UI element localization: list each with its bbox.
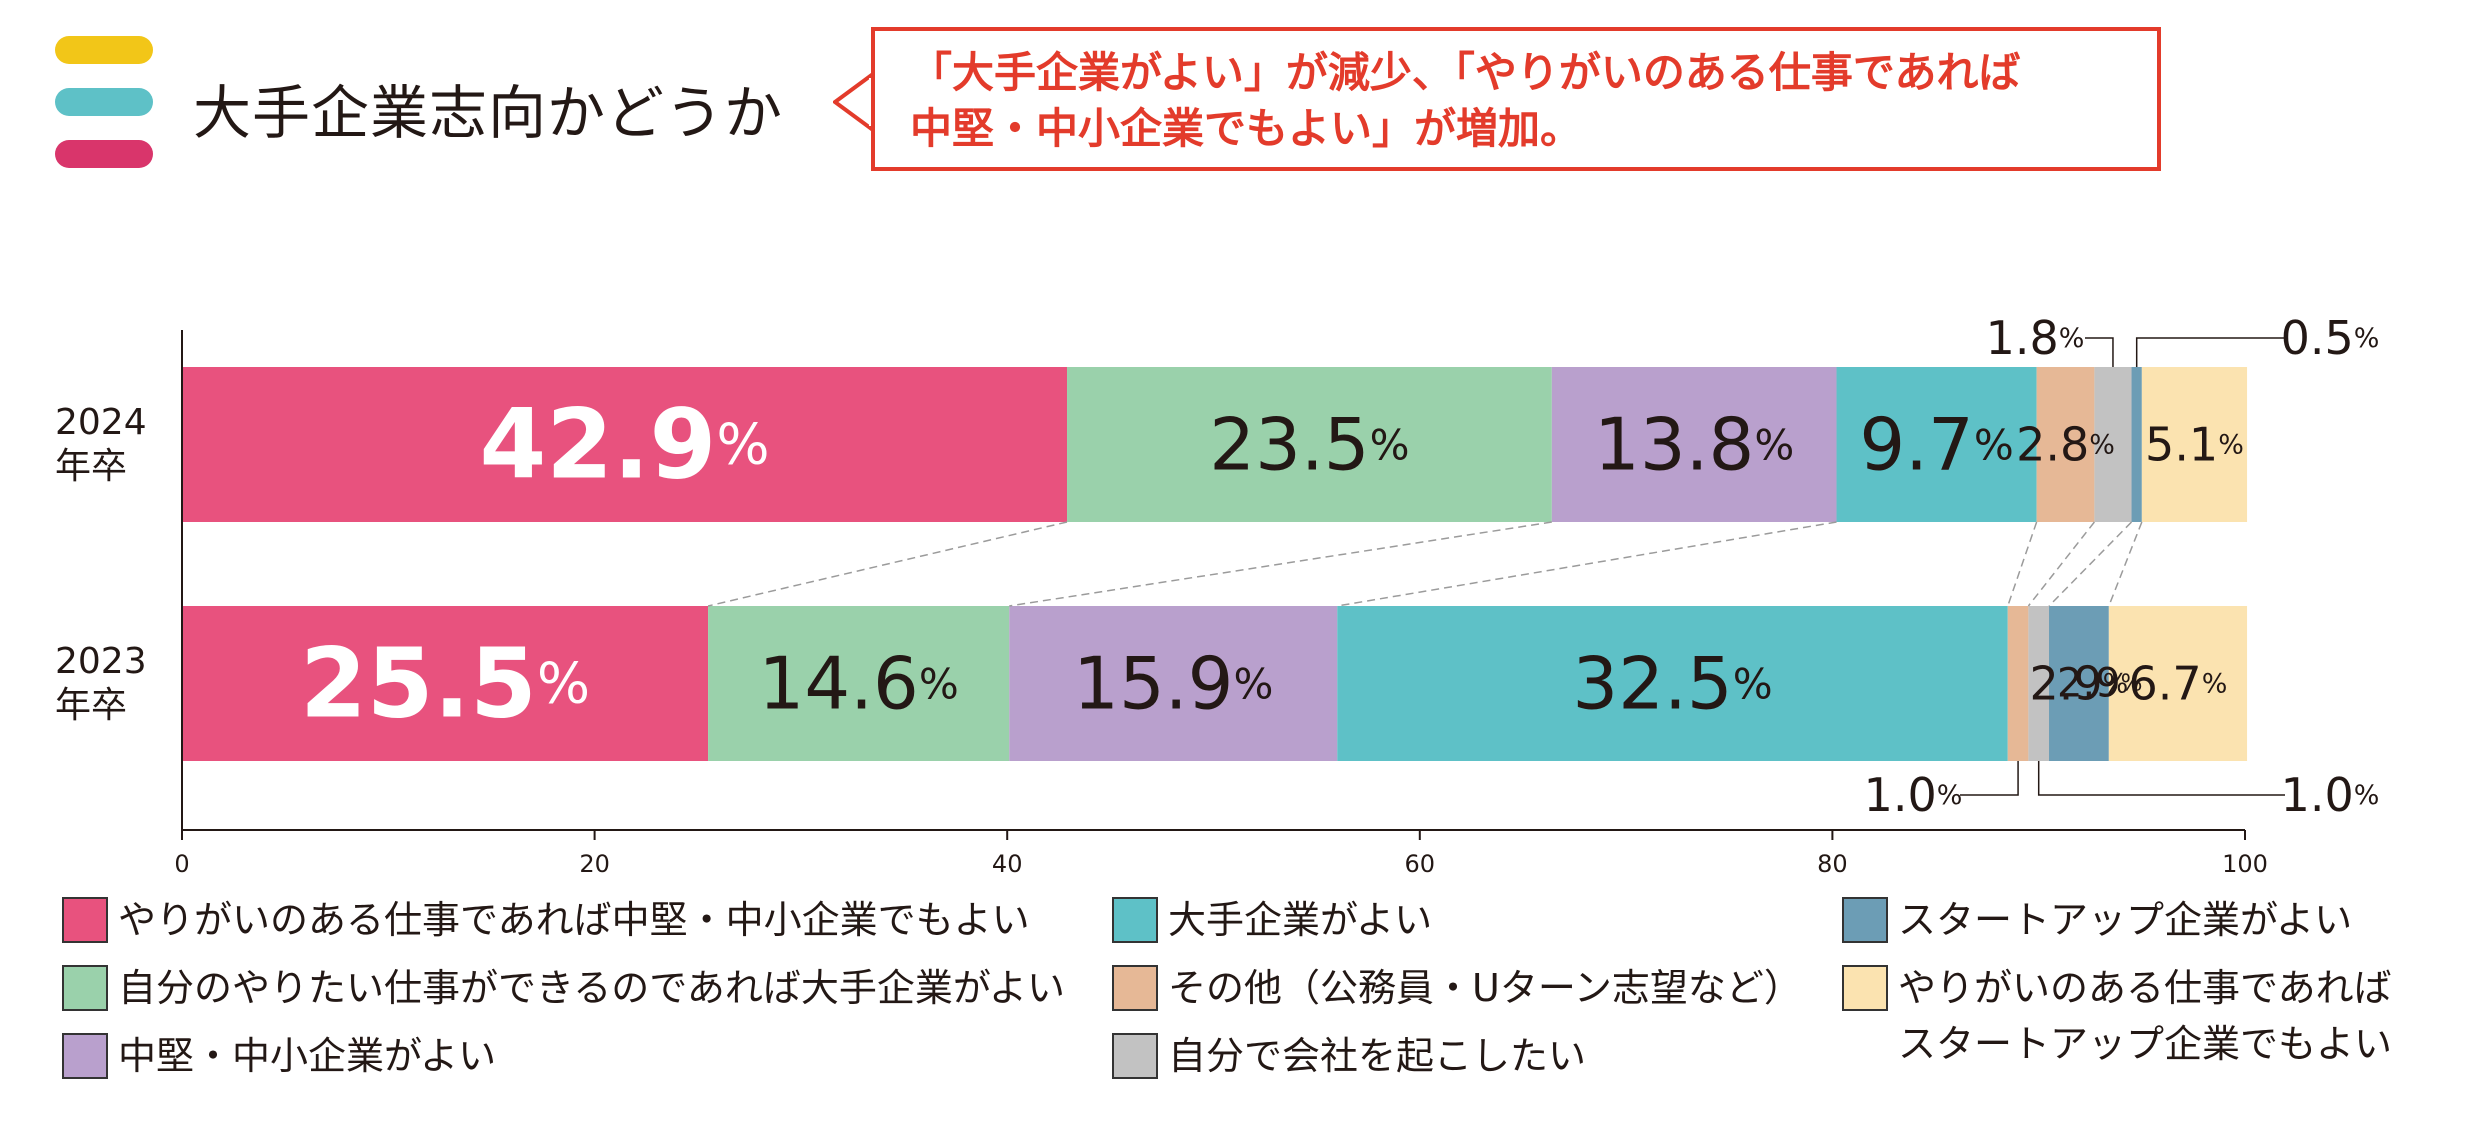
data-label: 32.5% — [1572, 642, 1772, 726]
legend-swatch — [62, 965, 108, 1011]
data-label: 15.9% — [1073, 642, 1273, 726]
bar-segment — [2131, 367, 2142, 522]
decorative-stripe-yellow — [55, 36, 153, 64]
x-tick-label: 80 — [1817, 850, 1848, 878]
category-label: 年卒 — [55, 446, 127, 487]
bar-segment — [182, 606, 709, 761]
legend-label: スタートアップ企業がよい — [1898, 898, 2353, 942]
data-label: 5.1% — [2145, 418, 2244, 472]
legend-swatch — [1112, 897, 1158, 943]
legend-item: スタートアップ企業がよい — [1842, 895, 2352, 945]
bar-segment — [2036, 367, 2095, 522]
bar-segment — [708, 606, 1010, 761]
bar-segment — [1067, 367, 1552, 522]
bar-segment — [2094, 367, 2132, 522]
leader-line — [2085, 337, 2114, 367]
outside-data-label: 1.0% — [2281, 768, 2380, 822]
legend-swatch — [62, 1033, 108, 1079]
legend-label: その他（公務員・Uターン志望など） — [1168, 966, 1802, 1010]
category-label: 2024 — [55, 402, 147, 443]
data-label: 2.9% — [2057, 661, 2142, 707]
data-label: 42.9% — [479, 389, 769, 501]
callout-line-1: 「大手企業がよい」が減少、「やりがいのある仕事であれば — [910, 48, 2021, 97]
x-tick-label: 100 — [2222, 850, 2268, 878]
legend-item: やりがいのある仕事であれば中堅・中小企業でもよい — [62, 895, 1030, 945]
connector-dashed-line — [2027, 521, 2095, 607]
data-label: 2.9% — [2030, 657, 2129, 711]
bar-segment — [1009, 606, 1338, 761]
data-label: 9.7% — [1859, 403, 2013, 487]
connector-dashed-line — [1337, 521, 1837, 607]
category-label: 2023 — [55, 641, 147, 682]
legend-swatch — [1112, 1033, 1158, 1079]
legend-item: 大手企業がよい — [1112, 895, 1432, 945]
leader-line — [2037, 761, 2285, 796]
data-label: 14.6% — [759, 642, 959, 726]
legend-swatch — [62, 897, 108, 943]
legend-label: 大手企業がよい — [1168, 898, 1433, 942]
connector-dashed-line — [2048, 521, 2133, 607]
decorative-stripe-pink — [55, 140, 153, 168]
chart-title: 大手企業志向かどうか — [193, 79, 784, 147]
outside-data-label: 0.5% — [2281, 311, 2380, 365]
connector-dashed-line — [2007, 521, 2038, 607]
x-tick-label: 40 — [992, 850, 1023, 878]
bar-segment — [1337, 606, 2008, 761]
leader-line — [2135, 337, 2285, 367]
legend-item: 自分のやりたい仕事ができるのであれば大手企業がよい — [62, 963, 1065, 1013]
x-tick-label: 20 — [579, 850, 610, 878]
connector-dashed-line — [707, 521, 1068, 607]
legend-item: その他（公務員・Uターン志望など） — [1112, 963, 1802, 1013]
legend-label: やりがいのある仕事であれば中堅・中小企業でもよい — [118, 898, 1030, 942]
x-tick-label: 60 — [1405, 850, 1436, 878]
callout-line-2: 中堅・中小企業でもよい」が増加。 — [910, 104, 1583, 153]
leader-line — [1960, 761, 2019, 796]
legend-label: 中堅・中小企業がよい — [118, 1034, 497, 1078]
data-label: 23.5% — [1209, 403, 1409, 487]
bar-segment — [2141, 367, 2248, 522]
callout-box: 「大手企業がよい」が減少、「やりがいのある仕事であれば 中堅・中小企業でもよい」… — [871, 27, 2161, 171]
legend-item: やりがいのある仕事であれば — [1842, 963, 2392, 1013]
bar-segment — [1836, 367, 2037, 522]
decorative-stripe-teal — [55, 88, 153, 116]
legend-label: やりがいのある仕事であれば — [1898, 966, 2392, 1010]
bar-segment — [2049, 606, 2109, 761]
legend-item: 自分で会社を起こしたい — [1112, 1031, 1586, 1081]
category-label: 年卒 — [55, 685, 127, 726]
connector-dashed-line — [2108, 521, 2143, 607]
legend-label: 自分で会社を起こしたい — [1168, 1034, 1587, 1078]
bar-segment — [2007, 606, 2029, 761]
legend-swatch — [1842, 965, 1888, 1011]
legend-label-line-2: スタートアップ企業でもよい — [1898, 1022, 2393, 1066]
bar-segment — [2108, 606, 2248, 761]
bar-segment — [182, 367, 1068, 522]
outside-data-label: 1.0% — [1864, 768, 1963, 822]
data-label: 6.7% — [2129, 657, 2228, 711]
legend-item: 中堅・中小企業がよい — [62, 1031, 496, 1081]
bar-segment — [1551, 367, 1837, 522]
x-tick-label: 0 — [174, 850, 189, 878]
outside-data-label: 1.8% — [1986, 311, 2085, 365]
legend-label: 自分のやりたい仕事ができるのであれば大手企業がよい — [118, 966, 1065, 1010]
connector-dashed-line — [1009, 521, 1552, 607]
data-label: 2.8% — [2016, 418, 2115, 472]
data-label: 25.5% — [300, 628, 590, 740]
data-label: 13.8% — [1594, 403, 1794, 487]
legend-swatch — [1112, 965, 1158, 1011]
legend-swatch — [1842, 897, 1888, 943]
bar-segment — [2028, 606, 2050, 761]
